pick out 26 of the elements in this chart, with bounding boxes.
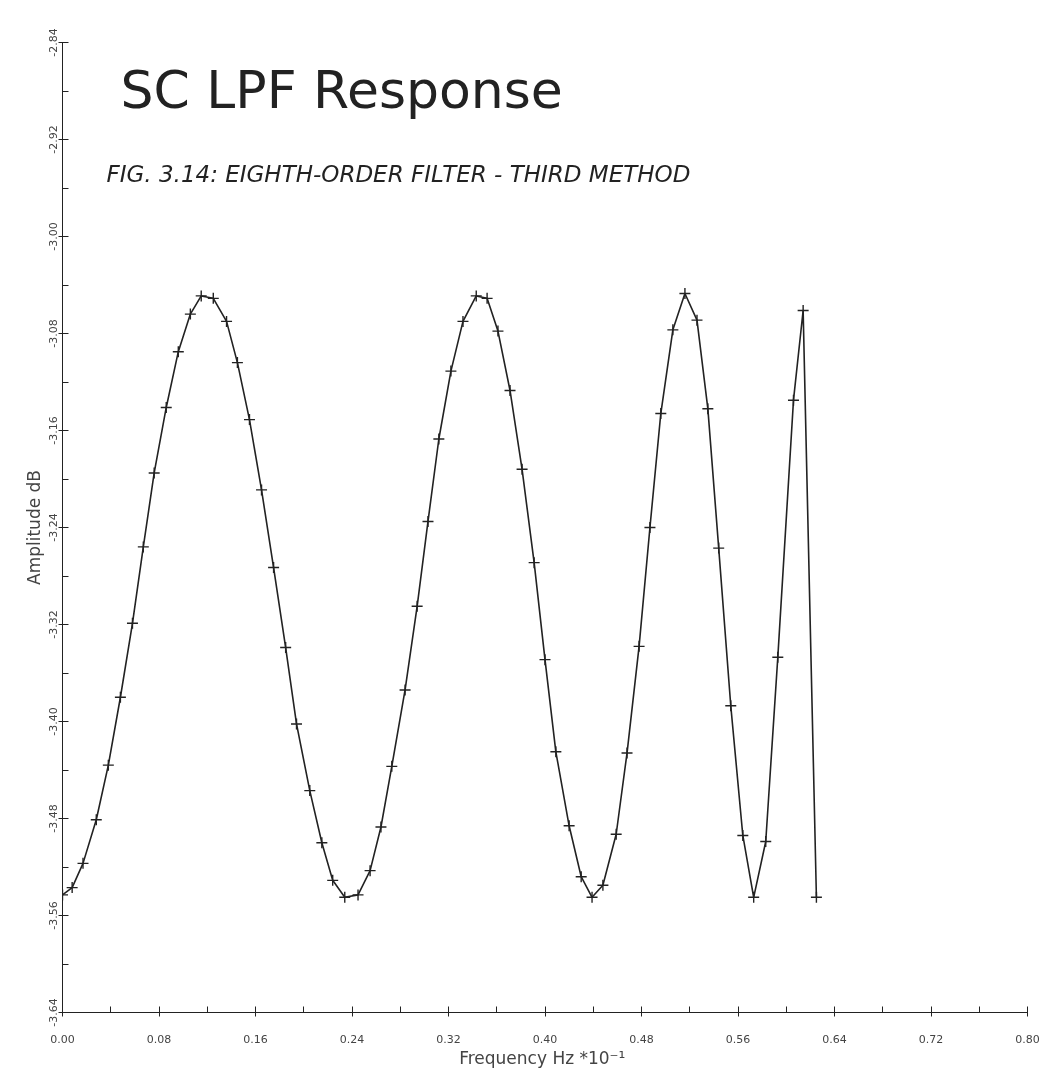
y-tick-label: -2.84 [46,28,60,57]
x-tick-label: 0.56 [725,1032,751,1046]
x-tick-label: 0.80 [1015,1032,1040,1046]
y-tick-label: -2.92 [46,125,60,154]
y-tick-label: -3.64 [46,998,60,1027]
x-axis-title: Frequency Hz *10⁻¹ [459,1047,626,1068]
x-tick-label: 0.48 [629,1032,654,1046]
x-tick-label: 0.00 [50,1032,75,1046]
x-tick-label: 0.32 [436,1032,461,1046]
y-tick-label: -3.00 [46,222,60,251]
x-tick-label: 0.64 [822,1032,847,1046]
x-tick-label: 0.08 [146,1032,172,1046]
text: FIG. 3.14: EIGHTH-ORDER FILTER - THIRD METHOD [106,160,691,187]
x-tick-label: 0.40 [532,1032,558,1046]
y-axis-title: Amplitude dB [23,470,44,585]
y-tick-label: -3.48 [46,804,60,833]
y-tick-label: -3.08 [46,319,60,348]
y-tick-label: -3.56 [46,901,60,930]
x-tick-label: 0.16 [243,1032,268,1046]
y-tick-label: -3.40 [46,707,60,736]
chart-title: SC LPF Response [120,59,563,120]
y-tick-label: -3.32 [46,610,60,639]
x-tick-label: 0.24 [339,1032,365,1046]
x-tick-label: 0.72 [918,1032,944,1046]
y-tick-label: -3.24 [46,513,60,542]
y-tick-label: -3.16 [46,416,60,445]
